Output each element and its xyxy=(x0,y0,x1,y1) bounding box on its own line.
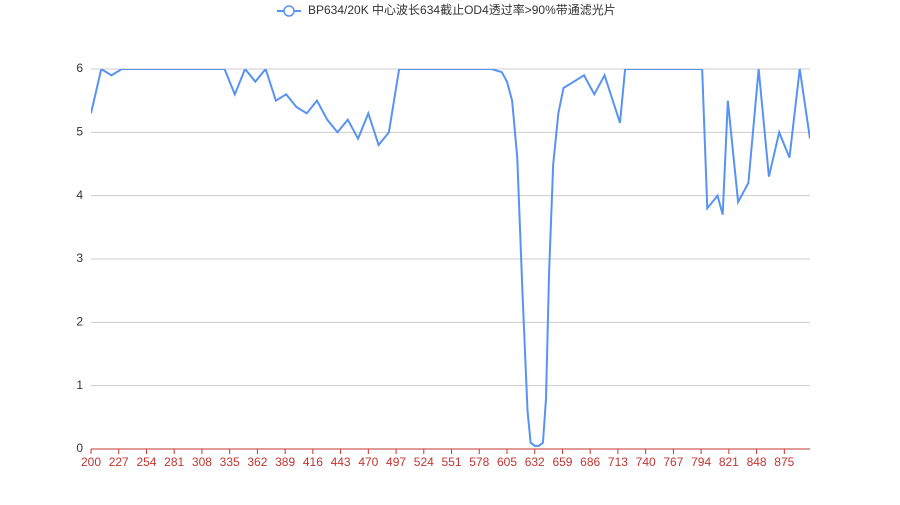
x-tick-label: 524 xyxy=(414,455,434,469)
x-tick-label: 551 xyxy=(442,455,462,469)
x-tick-label: 416 xyxy=(303,455,323,469)
x-tick-label: 470 xyxy=(358,455,378,469)
x-tick-label: 443 xyxy=(331,455,351,469)
x-tick-label: 281 xyxy=(164,455,184,469)
x-tick-label: 389 xyxy=(275,455,295,469)
x-tick-label: 227 xyxy=(109,455,129,469)
x-tick-label: 605 xyxy=(497,455,517,469)
x-tick-label: 686 xyxy=(580,455,600,469)
y-tick-label: 4 xyxy=(76,188,83,202)
x-tick-label: 308 xyxy=(192,455,212,469)
y-tick-label: 0 xyxy=(76,441,83,455)
y-tick-label: 2 xyxy=(76,315,83,329)
x-tick-label: 659 xyxy=(552,455,572,469)
legend-symbol xyxy=(283,5,295,17)
x-tick-label: 875 xyxy=(774,455,794,469)
x-tick-label: 335 xyxy=(220,455,240,469)
x-tick-label: 767 xyxy=(663,455,683,469)
x-tick-label: 740 xyxy=(636,455,656,469)
x-tick-label: 362 xyxy=(247,455,267,469)
x-tick-label: 632 xyxy=(525,455,545,469)
data-line xyxy=(91,69,810,447)
x-tick-label: 578 xyxy=(469,455,489,469)
legend-label: BP634/20K 中心波长634截止OD4透过率>90%带通滤光片 xyxy=(308,2,616,17)
x-tick-label: 848 xyxy=(747,455,767,469)
x-tick-label: 497 xyxy=(386,455,406,469)
x-tick-label: 821 xyxy=(719,455,739,469)
x-tick-label: 254 xyxy=(136,455,156,469)
x-tick-label: 200 xyxy=(81,455,101,469)
y-tick-label: 3 xyxy=(76,251,83,265)
y-tick-label: 5 xyxy=(76,125,83,139)
x-tick-label: 794 xyxy=(691,455,711,469)
y-tick-label: 1 xyxy=(76,378,83,392)
y-tick-label: 6 xyxy=(76,61,83,75)
x-tick-label: 713 xyxy=(608,455,628,469)
